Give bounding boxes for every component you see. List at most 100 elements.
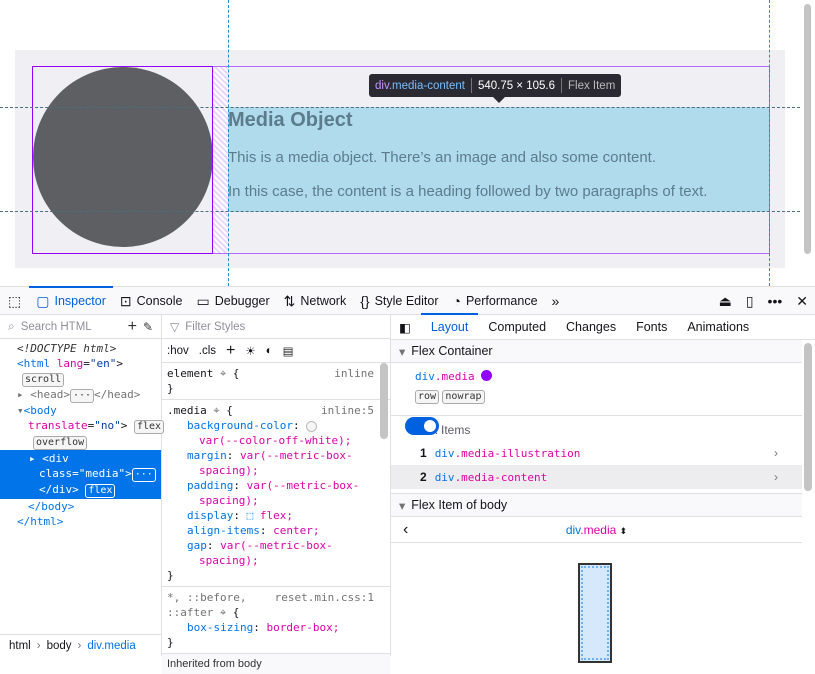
tab-animations[interactable]: Animations (687, 320, 750, 334)
container-tag: div (415, 370, 435, 383)
chevron-right-icon: › (774, 446, 778, 460)
tab-computed[interactable]: Computed (488, 320, 547, 334)
highlight-color-swatch[interactable] (481, 370, 493, 381)
wrap-badge: nowrap (442, 390, 485, 404)
item-tag: div (434, 446, 455, 460)
eyedropper-icon[interactable]: ✎ (142, 319, 153, 334)
element-rule: element ⌖ { inline } (162, 363, 390, 400)
property-name[interactable]: align-items (187, 524, 260, 537)
guide-line (0, 211, 800, 212)
head-node[interactable]: ▸ <head> ··· </head> (17, 388, 141, 403)
rules-panel: ▽ Filter Styles :hov .cls + ☀ ◐ ▤ elemen… (162, 315, 391, 674)
responsive-icon: ▯ (745, 292, 754, 309)
console-icon: ⊡ (119, 292, 132, 309)
property-value[interactable]: flex; (259, 509, 293, 522)
tab-changes[interactable]: Changes (566, 320, 617, 334)
search-icon: ⌕ (8, 319, 15, 333)
back-button[interactable]: ‹ (403, 520, 409, 538)
page-viewport: Media Object This is a media object. The… (0, 0, 815, 286)
tooltip-class: .media-content (388, 79, 465, 92)
property-value-cont: spacing); (199, 494, 259, 507)
item-class: .media-illustration (454, 446, 581, 460)
div-media-node[interactable]: ▸ <div class="media"> ··· </div> flex (0, 450, 161, 499)
scroll-badge[interactable]: scroll (22, 373, 65, 387)
flex-items-title: Flex Items (415, 423, 471, 437)
rules-scrollbar[interactable] (380, 363, 388, 439)
guide-line (769, 0, 770, 286)
property-value[interactable]: center; (273, 524, 320, 537)
flexbox-toggle-icon[interactable]: ⬚ (246, 509, 254, 522)
search-html-input[interactable]: Search HTML (20, 320, 92, 333)
toggle-sidebar-icon[interactable]: ◧ (399, 320, 411, 335)
dark-scheme-icon[interactable]: ◐ (265, 344, 273, 357)
property-name[interactable]: gap (187, 539, 207, 552)
flex-badge[interactable]: flex (133, 420, 165, 434)
responsive-design-button[interactable]: ▯ (739, 287, 761, 315)
overflow-badge[interactable]: overflow (33, 436, 88, 450)
breadcrumb-item[interactable]: div.media (87, 639, 136, 652)
add-rule-button[interactable]: + (226, 341, 236, 359)
html-close-node: </html> (17, 515, 64, 528)
color-swatch[interactable] (306, 420, 318, 432)
light-scheme-icon[interactable]: ☀ (245, 345, 256, 358)
picker-icon: ⬚ (8, 292, 22, 309)
collapse-icon: ▾ (399, 344, 406, 359)
print-media-icon[interactable]: ▤ (282, 345, 294, 358)
page-scrollbar[interactable] (804, 4, 811, 254)
tab-layout[interactable]: Layout (420, 313, 478, 334)
tab-label: Network (300, 293, 347, 308)
property-value[interactable]: var(--metric-box- (220, 539, 333, 552)
rule-source[interactable]: inline (334, 367, 374, 380)
media-rule: .media ⌖ { inline:5 background-color: va… (162, 400, 390, 587)
property-value[interactable]: var(--color-off-white); (199, 434, 352, 447)
tab-performance[interactable]: ◔ Performance (446, 287, 545, 315)
add-node-button[interactable]: + (127, 317, 137, 335)
flex-container-header[interactable]: ▾ Flex Container (391, 340, 802, 363)
breadcrumb: html › body › div.media (0, 634, 162, 656)
flex-item-row[interactable]: 1 div.media-illustration › (391, 441, 802, 465)
more-tabs-button[interactable]: » (545, 287, 567, 315)
tab-console[interactable]: ⊡ Console (113, 287, 190, 315)
property-value[interactable]: var(--metric-box- (240, 449, 353, 462)
chevron-right-icon: › (774, 470, 778, 484)
filter-styles-input[interactable]: Filter Styles (185, 320, 246, 333)
item-number: 1 (420, 446, 427, 460)
element-picker-button[interactable]: ⬚ (0, 287, 29, 315)
layout-scrollbar[interactable] (804, 343, 812, 491)
property-value[interactable]: border-box; (266, 621, 340, 634)
flex-item-header[interactable]: ▾ Flex Item of body (391, 494, 802, 517)
property-value[interactable]: var(--metric-box- (246, 479, 360, 492)
tab-inspector[interactable]: ▢ Inspector (29, 285, 113, 315)
layout-panel: ◧ Layout Computed Changes Fonts Animatio… (391, 313, 815, 663)
flex-item-row[interactable]: 2 div.media-content › (391, 465, 802, 489)
rule-source[interactable]: inline:5 (321, 404, 374, 417)
tab-fonts[interactable]: Fonts (636, 320, 668, 334)
dock-icon: ⏏ (718, 292, 732, 309)
close-button[interactable]: ✕ (789, 287, 815, 315)
property-name[interactable]: box-sizing (187, 621, 254, 634)
media-illustration (33, 67, 213, 247)
breadcrumb-item[interactable]: body (46, 639, 72, 652)
performance-icon: ◔ (452, 292, 461, 309)
flexbox-highlighter-toggle[interactable] (405, 417, 439, 435)
cls-button[interactable]: .cls (198, 344, 216, 357)
tab-style-editor[interactable]: {} Style Editor (353, 287, 445, 315)
property-name[interactable]: margin (187, 449, 227, 462)
property-name[interactable]: background-color (187, 419, 293, 432)
doctype-node[interactable]: <!DOCTYPE html> (17, 342, 117, 355)
tab-debugger[interactable]: ▭ Debugger (190, 287, 277, 315)
flex-item-selector[interactable]: div.media ⬍ (565, 522, 628, 537)
body-node[interactable]: ▾<body (17, 404, 57, 417)
property-name[interactable]: display (187, 509, 234, 522)
property-name[interactable]: padding (187, 479, 234, 492)
dock-button[interactable]: ⏏ (712, 287, 739, 315)
options-button[interactable]: ••• (761, 287, 790, 315)
breadcrumb-item[interactable]: html (9, 639, 31, 652)
flex-badge[interactable]: flex (85, 484, 116, 498)
rule-source[interactable]: reset.min.css:1 (274, 591, 374, 604)
tab-network[interactable]: ⇅ Network (277, 287, 354, 315)
more-icon: ••• (767, 292, 783, 309)
hov-button[interactable]: :hov (167, 344, 189, 357)
rule-selector: element (167, 367, 214, 380)
html-node[interactable]: <html lang="en"> (17, 357, 123, 370)
